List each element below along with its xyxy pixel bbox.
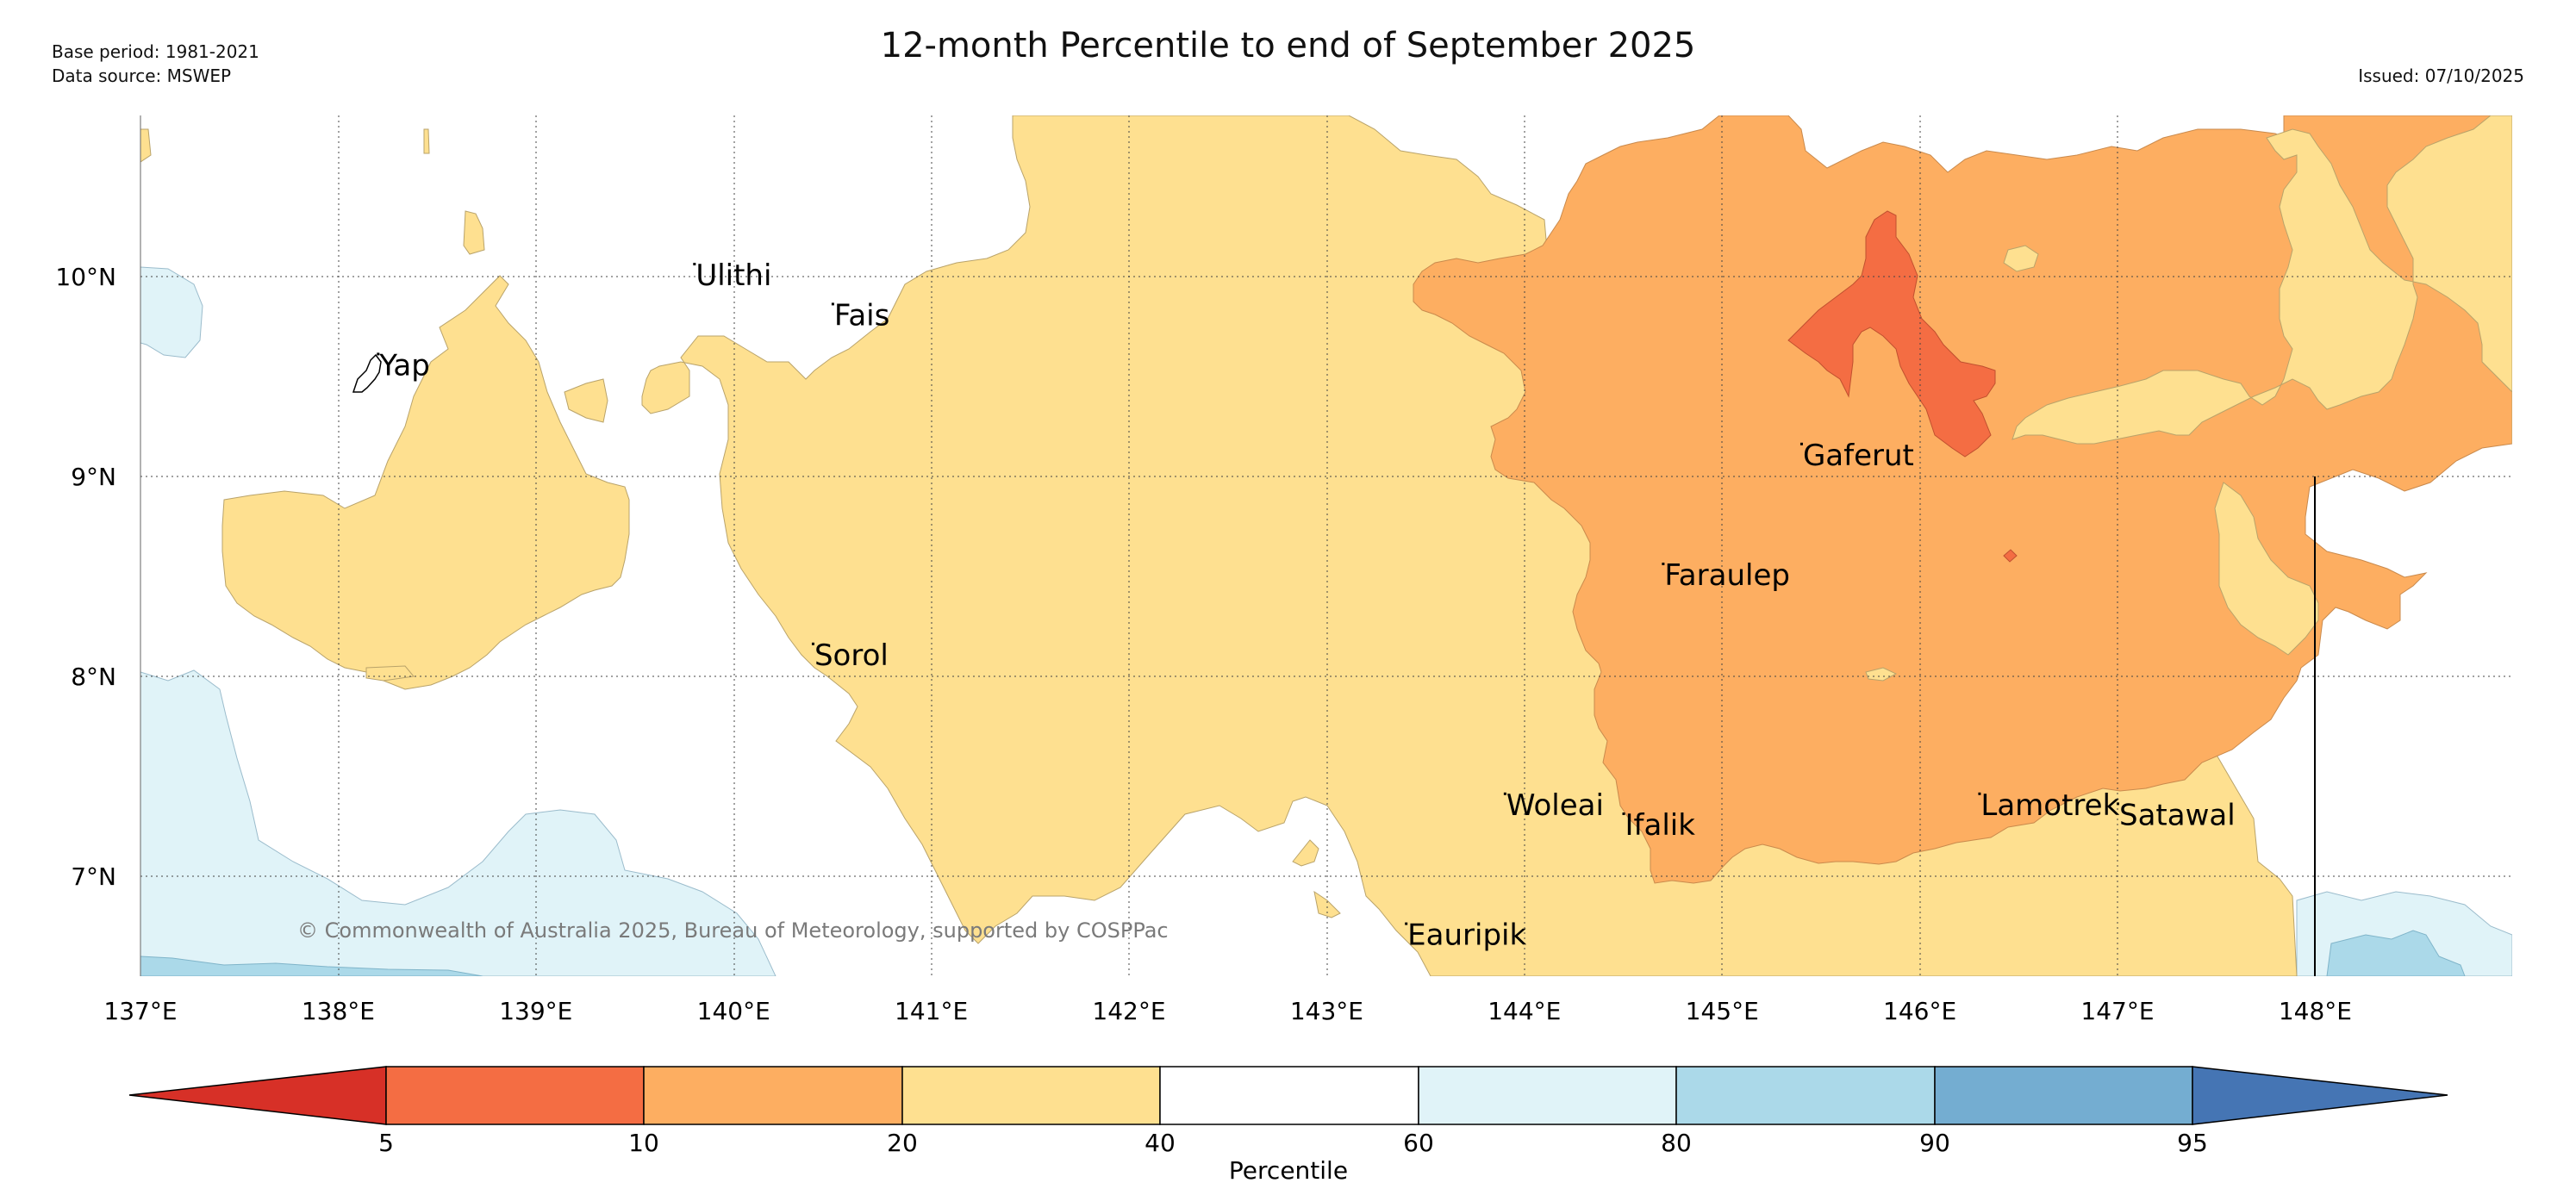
place-label-gaferut: Gaferut	[1803, 439, 1914, 473]
place-label-eauripik: Eauripik	[1407, 918, 1526, 953]
legend-tick-labels: 5 10 20 40 60 80 90 95	[378, 1129, 2208, 1157]
place-marker-woleai	[1503, 792, 1506, 795]
lon-label-140: 140°E	[697, 997, 770, 1025]
legend-bin-60-80	[1418, 1066, 1677, 1125]
gridlines	[140, 115, 2512, 976]
issued-date: Issued: 07/10/2025	[2358, 65, 2524, 86]
place-marker-ulithi	[693, 263, 696, 265]
place-marker-ifalik	[1622, 812, 1625, 815]
chart-title: 12-month Percentile to end of September …	[880, 26, 1696, 65]
legend-bin-5-10	[385, 1066, 645, 1125]
legend-title: Percentile	[1229, 1156, 1348, 1185]
base-period: Base period: 1981-2021	[52, 41, 259, 62]
place-marker-satawal	[2117, 802, 2119, 806]
longitude-labels: 137°E 138°E 139°E 140°E 141°E 142°E 143°E 144°E…	[103, 997, 2352, 1025]
lon-label-144: 144°E	[1488, 997, 1561, 1025]
place-marker-lamotrek	[1978, 792, 1981, 795]
legend-arrow-left	[128, 1066, 387, 1125]
place-marker-faraulep	[1662, 563, 1665, 565]
legend-tick-40: 40	[1145, 1129, 1176, 1157]
colorbar-legend: 5 10 20 40 60 80 90 95 Percentile	[128, 1066, 2448, 1185]
map-area	[140, 115, 2512, 976]
lon-label-137: 137°E	[103, 997, 177, 1025]
region-80-90-southwest	[140, 956, 483, 976]
lat-label-10: 10°N	[55, 263, 116, 291]
place-marker-gaferut	[1799, 442, 1803, 445]
place-marker-yap	[377, 352, 380, 356]
lon-label-142: 142°E	[1092, 997, 1165, 1025]
data-source: Data source: MSWEP	[52, 65, 232, 86]
lon-label-143: 143°E	[1290, 997, 1363, 1025]
lon-label-148: 148°E	[2279, 997, 2352, 1025]
lon-label-146: 146°E	[1883, 997, 1956, 1025]
place-marker-sorol	[811, 642, 814, 645]
legend-tick-60: 60	[1403, 1129, 1434, 1157]
lon-label-138: 138°E	[302, 997, 375, 1025]
place-label-ulithi: Ulithi	[695, 258, 771, 293]
place-label-satawal: Satawal	[2119, 798, 2236, 832]
legend-tick-95: 95	[2177, 1129, 2208, 1157]
legend-tick-5: 5	[378, 1129, 394, 1157]
region-20-40-inset-sw	[2214, 482, 2319, 656]
place-label-ifalik: Ifalik	[1625, 808, 1696, 843]
region-20-40-yap	[221, 275, 630, 690]
yap-island	[352, 353, 382, 393]
legend-bin-90-95	[1934, 1066, 2193, 1125]
latitude-labels: 10°N 9°N 8°N 7°N	[55, 263, 116, 891]
lon-label-139: 139°E	[499, 997, 572, 1025]
place-label-yap: Yap	[378, 348, 430, 383]
legend-arrow-right	[2192, 1066, 2448, 1125]
place-label-lamotrek: Lamotrek	[1980, 788, 2119, 823]
legend-bin-20-40	[901, 1066, 1161, 1125]
region-80-90-southeast	[2326, 930, 2466, 976]
legend-tick-10: 10	[628, 1129, 659, 1157]
region-20-40-patch-e	[365, 665, 415, 682]
region-5-10-main	[1787, 210, 1996, 458]
legend-bin-80-90	[1675, 1066, 1936, 1125]
region-20-40-inset-dot1	[2003, 245, 2039, 272]
lat-label-7: 7°N	[71, 862, 116, 891]
place-marker-fais	[831, 302, 834, 306]
lon-label-147: 147°E	[2080, 997, 2154, 1025]
region-20-40-patch-b	[463, 210, 485, 255]
legend-bin-40-60	[1159, 1066, 1419, 1125]
place-label-woleai: Woleai	[1506, 788, 1604, 823]
legend-tick-90: 90	[1919, 1129, 1950, 1157]
region-5-10-dot	[2003, 549, 2018, 563]
place-label-fais: Fais	[834, 298, 889, 333]
place-label-faraulep: Faraulep	[1664, 558, 1790, 593]
region-20-40-patch-d	[423, 128, 430, 154]
copyright-text: © Commonwealth of Australia 2025, Bureau…	[297, 918, 1169, 943]
legend-tick-80: 80	[1661, 1129, 1692, 1157]
lon-label-145: 145°E	[1686, 997, 1759, 1025]
place-marker-eauripik	[1405, 922, 1408, 925]
place-labels: Ulithi Fais Yap Gaferut Faraulep Sorol Woleai I…	[377, 258, 2236, 953]
region-20-40-patch-a	[564, 378, 608, 423]
lat-label-9: 9°N	[71, 463, 116, 491]
region-20-40-inset-dot2	[1865, 667, 1898, 682]
region-60-80-southwest	[140, 669, 777, 976]
region-20-40-patch-g	[1313, 890, 1341, 918]
region-20-40-patch-c	[140, 128, 152, 163]
legend-tick-20: 20	[887, 1129, 918, 1157]
region-20-40-patch-f	[1292, 839, 1319, 867]
lon-label-141: 141°E	[895, 997, 968, 1025]
region-20-40-inset-east	[2012, 115, 2512, 445]
lat-label-8: 8°N	[71, 663, 116, 691]
legend-bin-10-20	[643, 1066, 903, 1125]
region-60-80-northwest	[140, 266, 203, 358]
place-label-sorol: Sorol	[814, 638, 889, 673]
